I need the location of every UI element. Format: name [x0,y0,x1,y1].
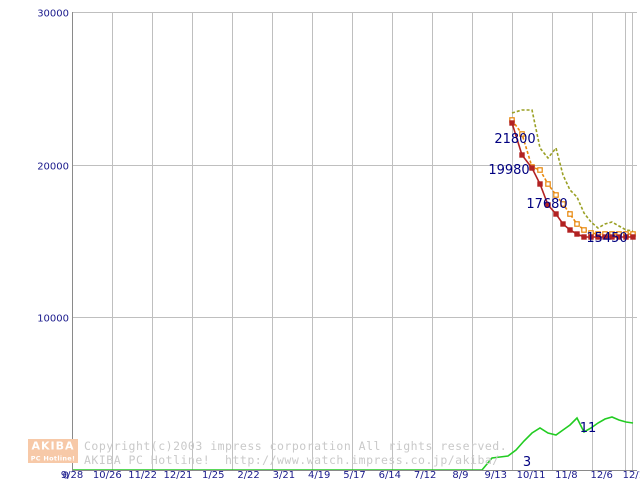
data-point-lowest-price [595,234,601,240]
data-label-price-max: 19980 [488,163,529,178]
data-point-lowest-price [609,234,615,240]
data-point-average-price [574,221,580,227]
data-point-lowest-price [509,120,515,126]
data-point-average-price [537,167,543,173]
data-point-average-price [553,192,559,198]
x-tick-label: 6/14 [379,470,401,480]
data-label-price-mid: 17680 [526,197,567,212]
data-point-lowest-price [529,165,535,171]
data-point-average-price [545,181,551,187]
x-tick-label: 11/22 [128,470,157,480]
x-tick-label: 9/13 [485,470,507,480]
watermark-copyright: Copyright(c)2003 impress corporation All… [84,439,507,453]
x-tick-label: 10/11 [517,470,546,480]
x-tick-label: 9/28 [61,470,83,480]
x-tick-label: 12/21 [164,470,193,480]
data-label-count: 11 [580,421,597,436]
x-tick-label: 4/19 [308,470,330,480]
watermark-url: AKIBA PC Hotline! http://www.watch.impre… [84,453,500,467]
watermark: AKIBA PC Hotline! Copyright(c)2003 impress… [28,439,507,467]
data-point-average-price [560,201,566,207]
data-point-average-price [581,227,587,233]
x-tick-label: 10/26 [93,470,122,480]
akiba-logo-subtext: PC Hotline! [31,455,76,463]
data-point-average-price [567,211,573,217]
x-tick-label: 3/21 [273,470,295,480]
x-tick-label: 11/8 [555,470,577,480]
x-tick-label: 2/22 [237,470,259,480]
data-label-count: 3 [523,455,531,470]
data-point-lowest-price [623,234,629,240]
data-point-lowest-price [519,152,525,158]
data-point-lowest-price [574,231,580,237]
data-point-lowest-price [567,227,573,233]
x-tick-label: 12/13 [623,470,640,480]
x-tick-label: 12/6 [590,470,612,480]
akiba-logo-text: AKIBA [31,440,74,453]
data-label-price-min: 15450 [586,231,627,246]
y-tick-label: 20000 [37,162,69,173]
data-point-lowest-price [616,234,622,240]
y-tick-label: 10000 [37,314,69,325]
x-tick-label: 5/17 [343,470,365,480]
data-point-average-price [519,131,525,137]
data-point-lowest-price [602,234,608,240]
data-point-lowest-price [630,234,636,240]
akiba-logo-bg [28,439,78,452]
akiba-logo-sub-bg [28,452,78,463]
x-tick-label: 1/25 [202,470,224,480]
data-point-lowest-price [553,211,559,217]
data-point-lowest-price [545,202,551,208]
data-point-lowest-price [560,221,566,227]
x-tick-label: 7/12 [414,470,436,480]
series-line-highest-price [511,109,634,232]
data-label-price-max: 21800 [494,132,535,147]
data-point-lowest-price [581,234,587,240]
x-tick-label: 8/9 [452,470,468,480]
y-tick-label: 0 [63,471,69,480]
y-tick-label: 30000 [37,9,69,20]
data-point-lowest-price [537,181,543,187]
data-point-lowest-price [588,234,594,240]
